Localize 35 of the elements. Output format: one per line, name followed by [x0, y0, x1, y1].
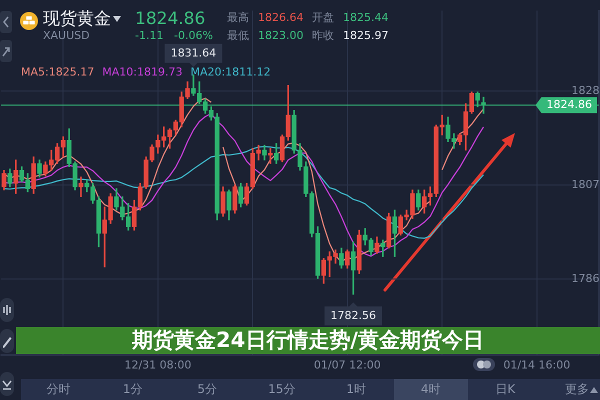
- text: 分时: [46, 382, 70, 397]
- annotation: 1824.86: [135, 9, 206, 29]
- annotation: -0.06%: [174, 29, 213, 43]
- annotation: XAUUSD: [43, 29, 90, 43]
- annotation: 昨收: [312, 29, 334, 43]
- annotation: 1825.97: [343, 29, 388, 43]
- text: 日K: [495, 382, 516, 397]
- y-tick-label: 1807.: [571, 178, 600, 191]
- text: MA5:1825.17: [21, 65, 94, 78]
- text: MA10:1819.73: [102, 65, 182, 78]
- text: MA20:1811.12: [190, 65, 271, 78]
- y-tick-label: 1786.: [571, 272, 600, 285]
- x-tick-label: 01/14 16:00: [503, 358, 570, 372]
- annotation: 开盘: [312, 11, 334, 25]
- chart-subtitle: 现货黄金: [43, 9, 111, 29]
- text: 4时: [420, 382, 441, 397]
- annotation: -1.11: [135, 29, 164, 43]
- annotation: 最高: [227, 11, 249, 25]
- text: 更多: [565, 382, 589, 397]
- text: 1时: [346, 382, 366, 397]
- candlestick: [78, 176, 84, 197]
- annotation: 1831.64: [170, 46, 216, 60]
- annotation: 最低: [227, 29, 249, 43]
- x-tick-label: 12/31 08:00: [124, 358, 192, 372]
- ref-line-label: 1824.86: [546, 98, 592, 112]
- text: 15分: [268, 382, 296, 397]
- annotation: 1823.00: [258, 29, 304, 43]
- text: 期货黄金24日行情走势/黄金期货今日: [132, 328, 484, 352]
- annotation: 1782.56: [330, 309, 376, 322]
- text: 1分: [122, 382, 143, 397]
- annotation: 1825.44: [343, 11, 388, 25]
- annotation: 1826.64: [258, 11, 304, 25]
- text: 5分: [197, 382, 218, 397]
- y-tick-label: 1828.: [571, 84, 600, 97]
- x-tick-label: 01/07 12:00: [314, 358, 381, 372]
